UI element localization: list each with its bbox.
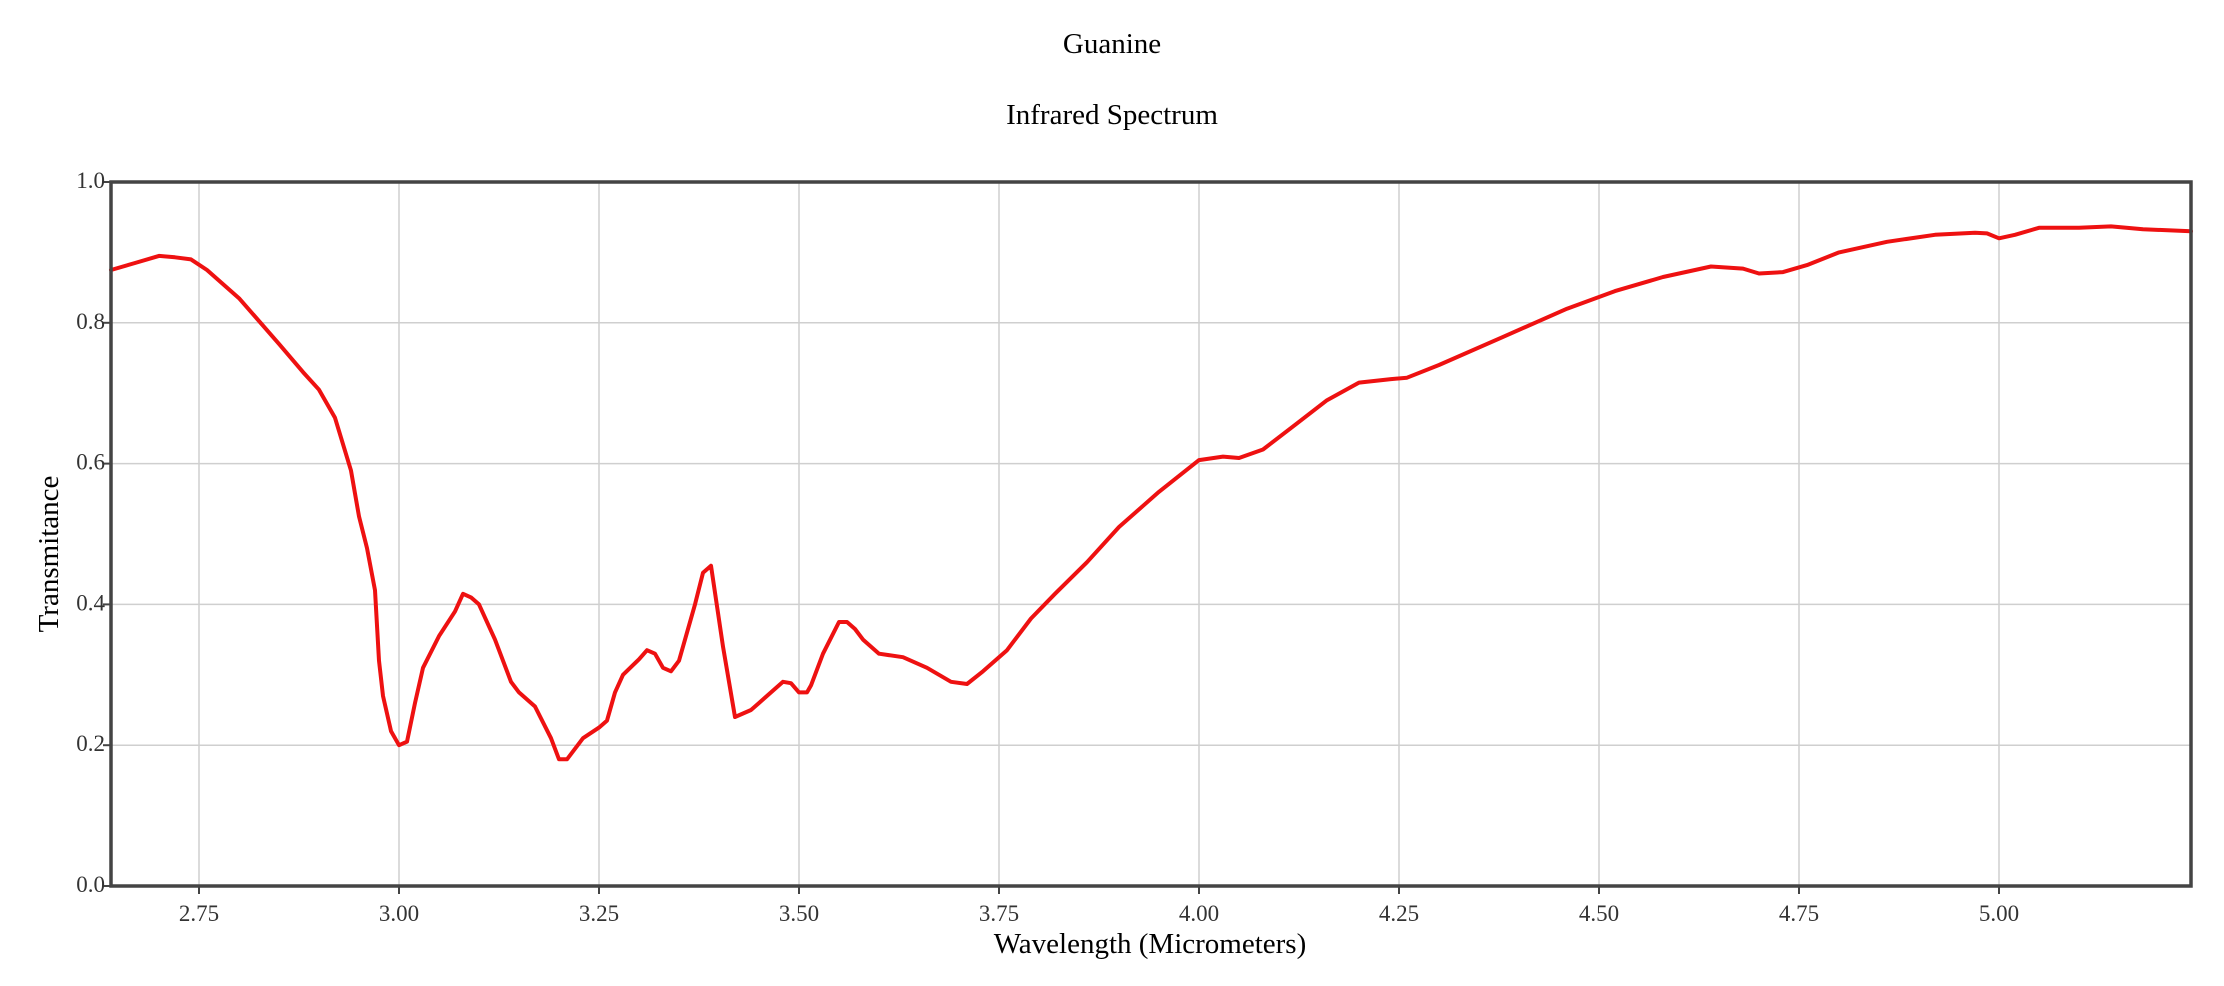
y-axis: 0.0 0.2 0.4 0.6 0.8 1.0 <box>76 168 111 897</box>
grid-lines <box>111 181 2191 887</box>
y-tick-label: 0.4 <box>76 590 105 615</box>
x-tick-label: 5.00 <box>1979 901 2019 926</box>
chart-title: Guanine <box>1063 28 1161 60</box>
x-tick-label: 4.50 <box>1579 901 1619 926</box>
y-axis-label: Transmitance <box>33 476 65 633</box>
y-tick-label: 0.0 <box>76 872 105 897</box>
x-tick-label: 3.50 <box>779 901 819 926</box>
x-tick-label: 4.75 <box>1779 901 1819 926</box>
x-tick-label: 3.00 <box>379 901 419 926</box>
y-tick-label: 0.8 <box>76 309 105 334</box>
x-axis: 2.75 3.00 3.25 3.50 3.75 4.00 4.25 4.50 4.75 5.00 <box>179 886 2019 926</box>
y-tick-label: 0.6 <box>76 450 105 475</box>
y-tick-label: 1.0 <box>76 168 105 193</box>
y-tick-label: 0.2 <box>76 731 105 756</box>
chart-subtitle: Infrared Spectrum <box>1006 99 1218 131</box>
x-tick-label: 4.00 <box>1179 901 1219 926</box>
x-tick-label: 3.75 <box>979 901 1019 926</box>
x-tick-label: 2.75 <box>179 901 219 926</box>
series-line <box>109 224 2193 762</box>
plot-frame <box>109 180 2193 888</box>
x-tick-label: 4.25 <box>1379 901 1419 926</box>
x-tick-label: 3.25 <box>579 901 619 926</box>
x-axis-label: Wavelength (Micrometers) <box>994 928 1307 960</box>
series-layer <box>109 224 2193 762</box>
